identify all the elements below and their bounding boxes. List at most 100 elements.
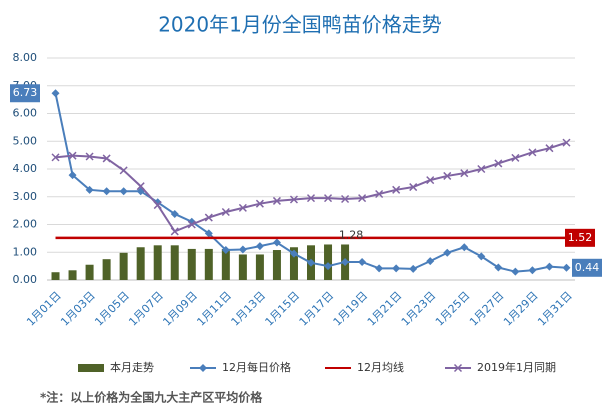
marker <box>119 166 128 175</box>
marker <box>153 201 162 210</box>
value-label: 0.44 <box>575 261 600 274</box>
bar <box>85 264 94 280</box>
value-label: 1.52 <box>568 231 593 244</box>
y-tick-label: 2.00 <box>13 218 38 231</box>
marker <box>409 183 418 192</box>
value-label: 1.28 <box>339 228 364 241</box>
y-tick-label: 5.00 <box>13 134 38 147</box>
marker <box>85 152 94 161</box>
marker <box>324 194 333 203</box>
bar <box>204 248 213 280</box>
marker <box>324 262 333 271</box>
marker <box>187 220 196 229</box>
marker <box>238 245 247 254</box>
legend-label: 12月每日价格 <box>222 360 291 374</box>
x-tick-label: 1月21日 <box>365 289 405 329</box>
bar <box>68 270 77 280</box>
marker <box>562 263 571 272</box>
marker <box>170 209 179 218</box>
x-tick-label: 1月29日 <box>501 289 541 329</box>
x-tick-label: 1月11日 <box>194 289 234 329</box>
marker <box>545 262 554 271</box>
x-tick-label: 1月05日 <box>92 289 132 329</box>
marker <box>221 246 230 255</box>
y-tick-label: 4.00 <box>13 162 38 175</box>
marker <box>460 169 469 178</box>
chart-title: 2020年1月份全国鸭苗价格走势 <box>158 13 442 37</box>
marker <box>409 264 418 273</box>
marker <box>272 196 281 205</box>
x-tick-label: 1月03日 <box>58 289 98 329</box>
marker <box>460 243 469 252</box>
y-tick-label: 0.00 <box>13 273 38 286</box>
y-tick-label: 1.00 <box>13 245 38 258</box>
legend-label: 12月均线 <box>357 360 404 374</box>
x-tick-label: 1月07日 <box>126 289 166 329</box>
marker <box>375 264 384 273</box>
bar <box>272 250 281 280</box>
marker <box>528 266 537 275</box>
value-label-box <box>572 258 602 277</box>
value-label: 6.73 <box>13 86 38 99</box>
marker <box>375 189 384 199</box>
marker <box>102 187 111 196</box>
marker <box>341 194 350 204</box>
bar <box>238 254 247 280</box>
marker <box>85 185 94 194</box>
x-tick-label: 1月15日 <box>263 289 303 329</box>
value-label-box <box>565 228 595 247</box>
x-tick-label: 1月17日 <box>297 289 337 329</box>
note: *注：以上价格为全国九大主产区平均价格 <box>40 390 263 405</box>
bar <box>51 272 60 280</box>
bar <box>102 259 111 280</box>
bar <box>170 245 179 280</box>
marker <box>68 151 77 160</box>
marker <box>238 203 247 212</box>
marker <box>528 148 537 157</box>
bar <box>136 247 145 280</box>
bar <box>255 254 264 280</box>
marker <box>426 176 435 185</box>
marker <box>443 171 452 180</box>
y-tick-label: 6.00 <box>13 107 38 120</box>
marker <box>221 207 230 217</box>
y-tick-label: 3.00 <box>13 190 38 203</box>
marker <box>289 249 298 258</box>
legend-swatch <box>78 364 104 372</box>
marker <box>51 153 60 162</box>
x-tick-label: 1月01日 <box>24 289 64 329</box>
marker <box>341 257 350 266</box>
line <box>54 93 567 273</box>
x-tick-label: 1月13日 <box>229 289 269 329</box>
bar <box>289 247 298 280</box>
marker <box>255 242 264 251</box>
marker <box>443 248 452 257</box>
value-label-box <box>10 84 40 103</box>
marker <box>199 364 207 372</box>
legend-label: 本月走势 <box>110 360 154 374</box>
marker <box>358 194 367 203</box>
y-tick-label: 8.00 <box>13 51 38 64</box>
marker <box>494 263 503 272</box>
marker <box>306 194 316 203</box>
marker <box>204 213 213 222</box>
line <box>55 141 567 233</box>
x-tick-label: 1月23日 <box>399 289 439 329</box>
x-tick-label: 1月31日 <box>535 289 575 329</box>
bar <box>187 248 196 280</box>
marker <box>358 257 367 266</box>
marker <box>289 195 298 204</box>
marker <box>453 363 463 373</box>
bar <box>153 245 162 280</box>
marker <box>477 252 486 261</box>
marker <box>477 164 486 174</box>
marker <box>545 144 554 153</box>
marker <box>307 258 315 267</box>
marker <box>494 159 503 168</box>
x-tick-label: 1月25日 <box>433 289 473 329</box>
marker <box>272 238 281 247</box>
marker <box>255 199 264 208</box>
bar <box>119 252 128 280</box>
marker <box>102 154 111 163</box>
